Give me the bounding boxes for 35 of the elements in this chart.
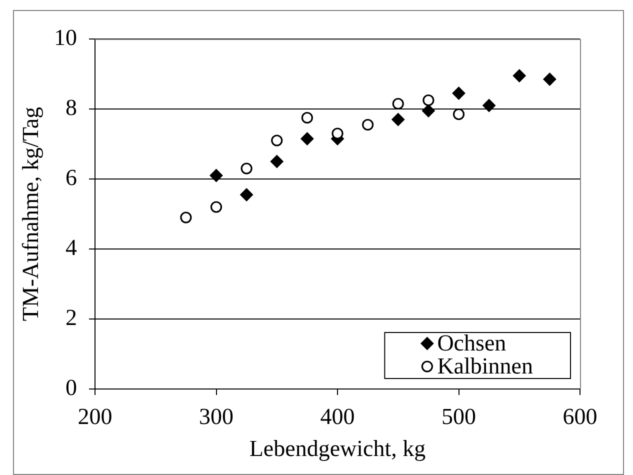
point (422, 94, 434, 106)
point (362, 118, 374, 131)
point (270, 155, 284, 168)
y-tick-label: 2 (66, 305, 77, 330)
y-tick-label: 6 (66, 165, 77, 190)
point (301, 112, 313, 124)
point (300, 132, 314, 146)
x-axis-title: Lebendgewicht, kg (249, 436, 426, 462)
point (452, 86, 466, 100)
y-tick-label: 0 (66, 375, 77, 400)
x-tick-label: 200 (78, 404, 112, 429)
point (240, 162, 252, 174)
x-tick-label: 400 (320, 404, 355, 429)
point (482, 99, 496, 112)
legend-label: Kalbinnen (437, 354, 534, 379)
y-axis-title: TM-Aufnahme, kg/Tag (18, 106, 43, 322)
point (210, 201, 222, 213)
y-tick-label: 8 (66, 95, 77, 120)
point (422, 104, 435, 118)
y-tick-label: 4 (66, 235, 78, 260)
point (392, 113, 405, 126)
x-tick-label: 500 (442, 404, 476, 429)
point (512, 69, 526, 82)
point (543, 72, 556, 86)
point (180, 212, 192, 224)
point (271, 134, 283, 146)
y-tick-label: 10 (54, 25, 77, 50)
point (392, 98, 404, 110)
point (240, 188, 254, 202)
point (210, 169, 223, 182)
x-tick-label: 600 (562, 404, 598, 429)
point (332, 128, 344, 140)
x-tick-label: 300 (199, 404, 234, 429)
legend-label: Ochsen (437, 330, 507, 356)
point (452, 108, 465, 120)
